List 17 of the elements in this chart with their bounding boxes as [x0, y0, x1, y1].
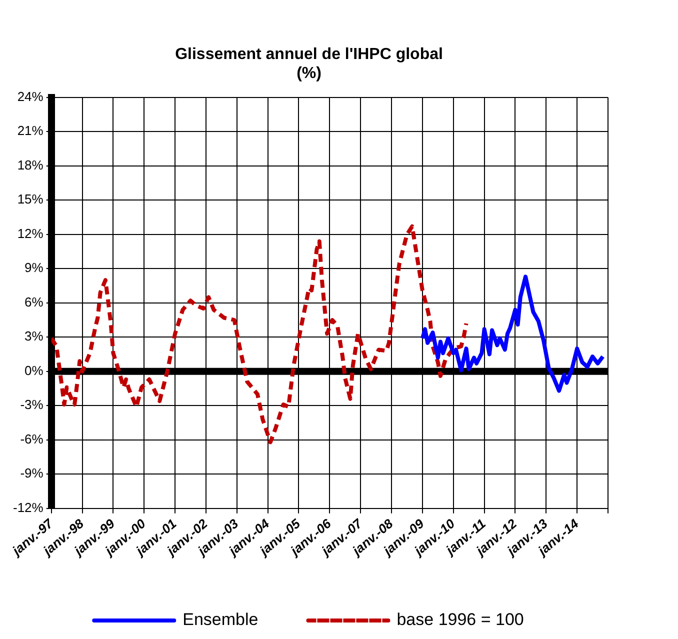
y-tick-label: -9% [20, 466, 44, 481]
chart-title: Glissement annuel de l'IHPC global (%) [175, 46, 443, 82]
y-tick-label: 9% [24, 260, 44, 276]
y-tick-label: 6% [24, 294, 44, 310]
y-tick-label: 12% [17, 226, 44, 241]
y-tick-label: -3% [20, 397, 44, 412]
y-tick-label: 15% [17, 192, 44, 207]
y-tick-label: 18% [17, 157, 44, 172]
y-tick-label: -12% [12, 500, 44, 515]
legend-label: base 1996 = 100 [396, 610, 524, 630]
y-tick-label: -6% [20, 431, 44, 446]
y-tick-label: 24% [17, 88, 44, 104]
y-tick-label: 0% [24, 362, 44, 378]
legend-label: Ensemble [182, 610, 258, 630]
line-series [51, 224, 468, 444]
y-tick-label: 21% [17, 123, 44, 138]
y-tick-label: 3% [24, 328, 44, 344]
